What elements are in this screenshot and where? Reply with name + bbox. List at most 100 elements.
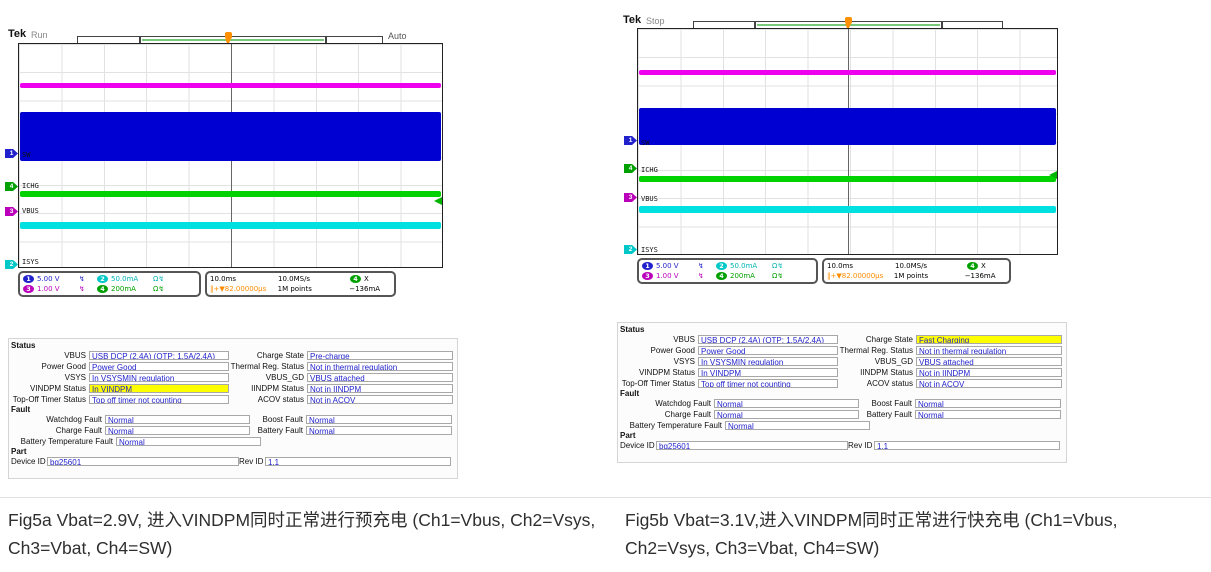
field-value[interactable]: Normal <box>105 426 250 435</box>
field-value[interactable]: Normal <box>714 399 859 408</box>
field-label: IINDPM Status <box>251 384 304 393</box>
field-value[interactable]: 1.1 <box>874 441 1060 450</box>
trace-label-sw: SW <box>22 151 31 159</box>
field-value[interactable]: Pre-charge <box>307 351 453 360</box>
field-label: VSYS <box>64 373 86 382</box>
field-label: Top-Off Timer Status <box>621 379 695 388</box>
field-value[interactable]: bq25601 <box>47 457 239 466</box>
field-value[interactable]: In VSYSMIN regulation <box>89 373 229 382</box>
trigger-level: −136mA <box>964 272 996 280</box>
field-label: IINDPM Status <box>860 368 913 377</box>
field-value[interactable]: Not in IINDPM <box>916 368 1062 377</box>
figure-caption-left: Fig5a Vbat=2.9V, 进入VINDPM同时正常进行预充电 (Ch1=… <box>8 510 596 558</box>
field-value[interactable]: Normal <box>915 410 1061 419</box>
field-value[interactable]: Normal <box>714 410 859 419</box>
field-label: Battery Temperature Fault <box>20 437 113 446</box>
trace-label-isys: ISYS <box>22 258 39 266</box>
field-label: VINDPM Status <box>638 368 695 377</box>
ch2-coupling-icon: Ω <box>772 262 778 270</box>
trigger-position-icon <box>225 32 232 45</box>
field-value[interactable]: Normal <box>116 437 261 446</box>
ch3-marker-icon: 3 <box>624 193 637 202</box>
table-row: Battery Temperature Fault Normal <box>11 436 455 447</box>
field-value[interactable]: In VINDPM <box>89 384 229 393</box>
field-value[interactable]: Normal <box>915 399 1061 408</box>
ch4-probe-icon: ↯ <box>777 272 784 280</box>
trace-isys <box>20 222 441 229</box>
field-label: Watchdog Fault <box>655 399 711 408</box>
ch2-scale: 50.0mA <box>730 262 758 270</box>
tek-logo: Tek <box>8 28 27 40</box>
field-label: VBUS_GD <box>265 373 304 382</box>
ch4-coupling-icon: Ω <box>772 272 778 280</box>
section-header: Fault <box>11 405 31 414</box>
field-value[interactable]: Top off timer not counting <box>698 379 838 388</box>
table-row: Watchdog Fault Normal Boost Fault Normal <box>620 398 1064 409</box>
trigger-source-badge-icon: 4 <box>350 275 361 283</box>
field-value[interactable]: Power Good <box>698 346 838 355</box>
ch3-badge-icon: 3 <box>23 285 34 293</box>
field-value[interactable]: VBUS attached <box>916 357 1062 366</box>
field-value[interactable]: USB DCP (2.4A) (OTP: 1.5A/2.4A) <box>89 351 229 360</box>
field-label: Watchdog Fault <box>46 415 102 424</box>
table-row: Top-Off Timer Status Top off timer not c… <box>11 394 455 405</box>
timebase: 10.0ms <box>827 262 854 270</box>
trace-vbus <box>20 83 441 88</box>
field-value[interactable]: Not in thermal regulation <box>307 362 453 371</box>
field-value[interactable]: Top off timer not counting <box>89 395 229 404</box>
field-value[interactable]: Normal <box>725 421 870 430</box>
field-label: VBUS <box>64 351 86 360</box>
field-label: Power Good <box>650 346 695 355</box>
field-label: Rev ID <box>239 457 264 466</box>
field-label: Thermal Reg. Status <box>230 362 304 371</box>
ch1-marker-icon: 1 <box>624 136 637 145</box>
ch3-scale: 1.00 V <box>37 285 60 293</box>
table-row: VINDPM Status In VINDPM IINDPM Status No… <box>620 367 1064 378</box>
table-row: Charge Fault Normal Battery Fault Normal <box>11 425 455 436</box>
status-panel-right: Status VBUS USB DCP (2.4A) (OTP: 1.5A/2.… <box>617 322 1067 463</box>
table-row: Top-Off Timer Status Top off timer not c… <box>620 378 1064 389</box>
ch2-probe-icon: ↯ <box>158 275 165 283</box>
graticule: SW ICHG VBUS ISYS <box>18 43 443 268</box>
trigger-level-arrow-icon <box>434 197 442 205</box>
ch2-probe-icon: ↯ <box>777 262 784 270</box>
timebase: 10.0ms <box>210 275 237 283</box>
field-value[interactable]: USB DCP (2.4A) (OTP: 1.5A/2.4A) <box>698 335 838 344</box>
ch1-scale: 5.00 V <box>37 275 60 283</box>
field-value[interactable]: Normal <box>306 426 452 435</box>
field-value[interactable]: Power Good <box>89 362 229 371</box>
field-value[interactable]: Normal <box>306 415 452 424</box>
ch4-marker-icon: 4 <box>5 182 18 191</box>
field-label: Device ID <box>620 441 655 450</box>
field-value[interactable]: In VINDPM <box>698 368 838 377</box>
acquisition-status: Stop <box>646 16 665 26</box>
field-label: Top-Off Timer Status <box>12 395 86 404</box>
table-row: VBUS USB DCP (2.4A) (OTP: 1.5A/2.4A) Cha… <box>11 350 455 361</box>
field-value[interactable]: In VSYSMIN regulation <box>698 357 838 366</box>
table-row: VBUS USB DCP (2.4A) (OTP: 1.5A/2.4A) Cha… <box>620 334 1064 345</box>
field-value[interactable]: Not in ACOV <box>307 395 453 404</box>
ch1-badge-icon: 1 <box>23 275 34 283</box>
field-value[interactable]: Fast Charging <box>916 335 1062 344</box>
field-value[interactable]: 1.1 <box>265 457 451 466</box>
field-label: Thermal Reg. Status <box>839 346 913 355</box>
field-value[interactable]: Not in thermal regulation <box>916 346 1062 355</box>
field-value[interactable]: bq25601 <box>656 441 848 450</box>
field-value[interactable]: Not in IINDPM <box>307 384 453 393</box>
trigger-position-icon <box>845 17 852 30</box>
trace-label-isys: ISYS <box>641 246 658 254</box>
table-row: VSYS In VSYSMIN regulation VBUS_GD VBUS … <box>11 372 455 383</box>
field-label: Rev ID <box>848 441 873 450</box>
ch3-marker-icon: 3 <box>5 207 18 216</box>
field-value[interactable]: VBUS attached <box>307 373 453 382</box>
caption-divider <box>0 497 1211 498</box>
ch3-probe-icon: ↯ <box>698 272 704 280</box>
trace-vbus <box>639 70 1056 75</box>
horizontal-readout-box: 10.0ms 10.0MS/s 4 X ‖+▼82.00000µs 1M poi… <box>822 258 1011 284</box>
ch1-marker-icon: 1 <box>5 149 18 158</box>
field-value[interactable]: Normal <box>105 415 250 424</box>
field-value[interactable]: Not in ACOV <box>916 379 1062 388</box>
ch2-scale: 50.0mA <box>111 275 139 283</box>
field-label: Boost Fault <box>262 415 303 424</box>
trace-ichg <box>639 176 1056 182</box>
